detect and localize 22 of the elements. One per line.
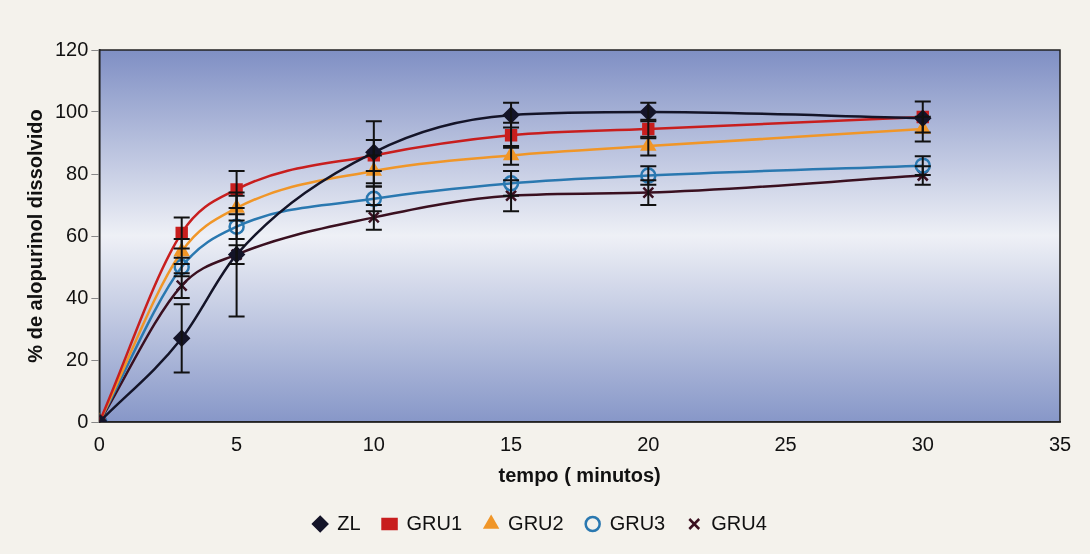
x-axis-title: tempo ( minutos) [498,463,661,486]
y-axis-title: % de alopurinol dissolvido [23,109,46,363]
legend-label: GRU3 [609,511,666,534]
x-tick-label: 0 [93,432,105,455]
x-tick-label: 25 [774,432,797,455]
x-tick-label: 35 [1048,432,1072,455]
y-tick-label: 20 [66,347,89,370]
legend-label: ZL [337,511,361,534]
y-tick-label: 100 [54,99,89,122]
x-tick-label: 5 [231,432,243,455]
y-tick-label: 0 [77,409,89,432]
y-tick-label: 60 [66,223,89,246]
y-tick-label: 80 [66,161,89,184]
legend-label: GRU1 [406,511,463,534]
y-tick-label: 120 [54,37,89,60]
y-tick-label: 40 [66,285,89,308]
legend-label: GRU4 [711,511,767,534]
legend-label: GRU2 [508,511,564,534]
x-tick-label: 10 [362,432,385,455]
x-tick-label: 15 [499,432,523,455]
x-tick-label: 30 [911,432,934,455]
x-tick-label: 20 [637,432,660,455]
